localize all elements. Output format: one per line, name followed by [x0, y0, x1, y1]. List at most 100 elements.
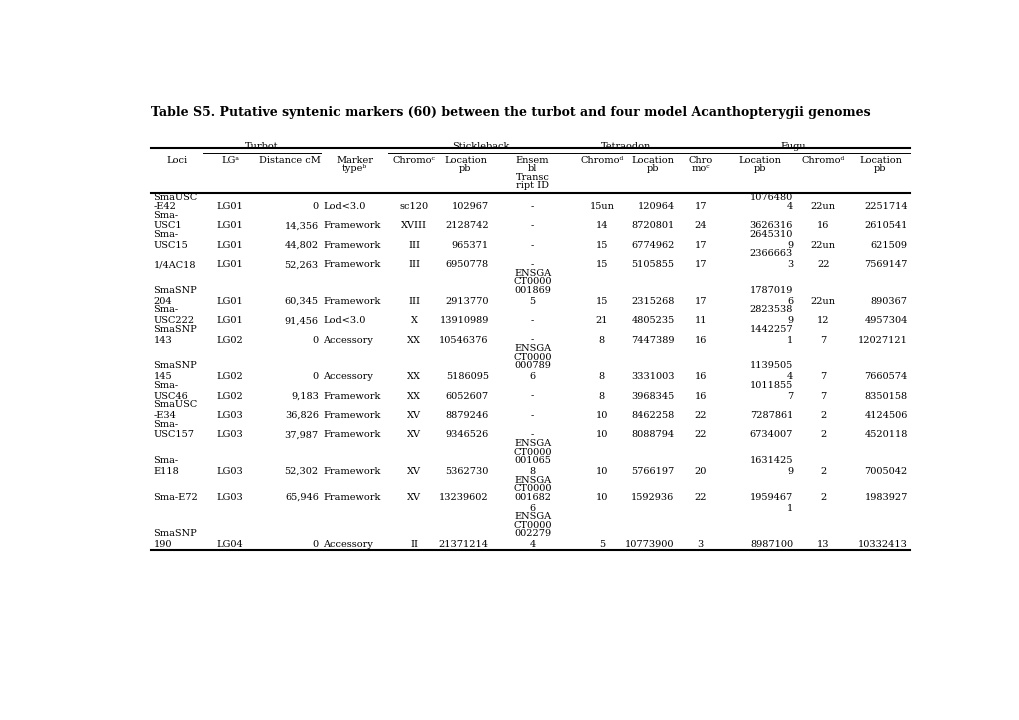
- Text: 1787019: 1787019: [749, 286, 793, 295]
- Text: Framework: Framework: [323, 467, 380, 476]
- Text: 2366663: 2366663: [749, 249, 793, 258]
- Text: 60,345: 60,345: [284, 297, 319, 306]
- Text: SmaSNP: SmaSNP: [154, 529, 197, 539]
- Text: 65,946: 65,946: [284, 492, 319, 502]
- Text: 2: 2: [819, 411, 825, 420]
- Text: 7005042: 7005042: [864, 467, 907, 476]
- Text: 204: 204: [154, 297, 172, 306]
- Text: 21371214: 21371214: [438, 540, 488, 549]
- Text: 3: 3: [697, 540, 703, 549]
- Text: XV: XV: [407, 431, 421, 439]
- Text: 120964: 120964: [637, 202, 674, 211]
- Text: Turbot: Turbot: [245, 142, 278, 150]
- Text: Table S5. Putative syntenic markers (60) between the turbot and four model Acant: Table S5. Putative syntenic markers (60)…: [151, 106, 870, 119]
- Text: pb: pb: [459, 164, 471, 174]
- Text: 7: 7: [819, 336, 825, 345]
- Text: CT0000: CT0000: [513, 521, 551, 530]
- Text: 10332413: 10332413: [857, 540, 907, 549]
- Text: 2823538: 2823538: [749, 305, 793, 315]
- Text: 10: 10: [595, 467, 607, 476]
- Text: 000789: 000789: [514, 361, 550, 370]
- Text: LG02: LG02: [217, 372, 244, 381]
- Text: LG01: LG01: [217, 221, 244, 230]
- Text: ENSGA: ENSGA: [514, 269, 550, 278]
- Text: USC222: USC222: [154, 316, 195, 325]
- Text: 12027121: 12027121: [857, 336, 907, 345]
- Text: 001065: 001065: [514, 456, 550, 465]
- Text: Framework: Framework: [323, 297, 380, 306]
- Text: 001869: 001869: [514, 286, 550, 295]
- Text: 13910989: 13910989: [439, 316, 488, 325]
- Text: 1631425: 1631425: [749, 456, 793, 465]
- Text: 3968345: 3968345: [631, 392, 674, 400]
- Text: 52,263: 52,263: [284, 260, 319, 269]
- Text: 7: 7: [819, 392, 825, 400]
- Text: Ensem: Ensem: [516, 156, 549, 165]
- Text: 6052607: 6052607: [445, 392, 488, 400]
- Text: XX: XX: [407, 392, 421, 400]
- Text: 8720801: 8720801: [631, 221, 674, 230]
- Text: 17: 17: [694, 240, 706, 250]
- Text: 1/4AC18: 1/4AC18: [154, 260, 196, 269]
- Text: pb: pb: [873, 164, 886, 174]
- Text: 16: 16: [694, 336, 706, 345]
- Text: 001682: 001682: [514, 492, 550, 502]
- Text: 1076480: 1076480: [749, 194, 793, 202]
- Text: II: II: [410, 540, 418, 549]
- Text: Framework: Framework: [323, 221, 380, 230]
- Text: 15: 15: [595, 297, 607, 306]
- Text: 8879246: 8879246: [445, 411, 488, 420]
- Text: LGᵃ: LGᵃ: [221, 156, 239, 165]
- Text: LG01: LG01: [217, 240, 244, 250]
- Text: Sma-: Sma-: [154, 381, 178, 390]
- Text: CT0000: CT0000: [513, 353, 551, 361]
- Text: Sma-: Sma-: [154, 210, 178, 220]
- Text: XV: XV: [407, 467, 421, 476]
- Text: 14,356: 14,356: [284, 221, 319, 230]
- Text: Location: Location: [443, 156, 486, 165]
- Text: 7660574: 7660574: [864, 372, 907, 381]
- Text: 11: 11: [694, 316, 706, 325]
- Text: III: III: [408, 297, 420, 306]
- Text: SmaUSC: SmaUSC: [154, 194, 198, 202]
- Text: 002279: 002279: [514, 529, 550, 539]
- Text: 6950778: 6950778: [445, 260, 488, 269]
- Text: 8: 8: [598, 372, 604, 381]
- Text: 16: 16: [694, 372, 706, 381]
- Text: Chromoᶜ: Chromoᶜ: [392, 156, 435, 165]
- Text: USC157: USC157: [154, 431, 195, 439]
- Text: 190: 190: [154, 540, 172, 549]
- Text: Location: Location: [858, 156, 901, 165]
- Text: 21: 21: [595, 316, 607, 325]
- Text: 6: 6: [529, 372, 535, 381]
- Text: 8: 8: [529, 467, 535, 476]
- Text: III: III: [408, 240, 420, 250]
- Text: Framework: Framework: [323, 411, 380, 420]
- Text: III: III: [408, 260, 420, 269]
- Text: 5: 5: [598, 540, 604, 549]
- Text: 6774962: 6774962: [631, 240, 674, 250]
- Text: -: -: [531, 392, 534, 400]
- Text: 10546376: 10546376: [439, 336, 488, 345]
- Text: LG03: LG03: [217, 431, 244, 439]
- Text: 91,456: 91,456: [284, 316, 319, 325]
- Text: 2913770: 2913770: [445, 297, 488, 306]
- Text: 7: 7: [819, 372, 825, 381]
- Text: 15: 15: [595, 240, 607, 250]
- Text: Accessory: Accessory: [323, 372, 373, 381]
- Text: 37,987: 37,987: [284, 431, 319, 439]
- Text: 2610541: 2610541: [863, 221, 907, 230]
- Text: X: X: [411, 316, 417, 325]
- Text: Location: Location: [631, 156, 674, 165]
- Text: LG01: LG01: [217, 260, 244, 269]
- Text: pb: pb: [753, 164, 765, 174]
- Text: XX: XX: [407, 336, 421, 345]
- Text: 16: 16: [816, 221, 828, 230]
- Text: 44,802: 44,802: [284, 240, 319, 250]
- Text: 15un: 15un: [589, 202, 613, 211]
- Text: LG02: LG02: [217, 392, 244, 400]
- Text: 5105855: 5105855: [631, 260, 674, 269]
- Text: 22: 22: [694, 492, 706, 502]
- Text: 52,302: 52,302: [284, 467, 319, 476]
- Text: 9346526: 9346526: [445, 431, 488, 439]
